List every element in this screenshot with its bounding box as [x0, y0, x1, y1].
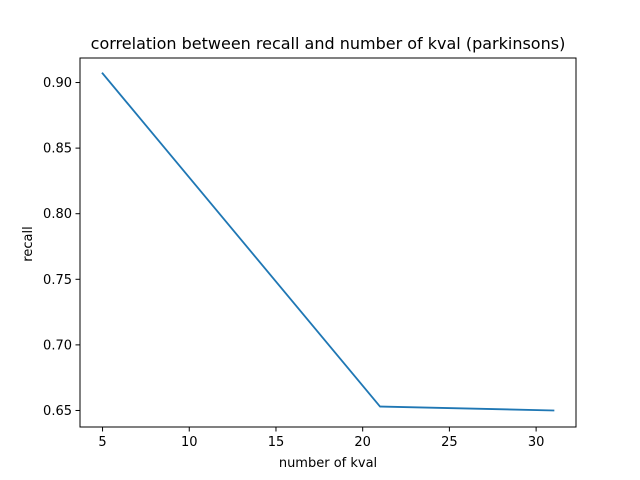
y-tick-label: 0.85 [43, 142, 72, 157]
x-tick-label: 30 [528, 435, 545, 450]
chart-title: correlation between recall and number of… [91, 34, 566, 53]
y-tick-label: 0.65 [43, 404, 72, 419]
axes-frame [79, 57, 577, 428]
x-tick-label: 10 [181, 435, 198, 450]
y-tick-label: 0.80 [43, 207, 72, 222]
y-tick-label: 0.75 [43, 273, 72, 288]
y-axis-label: recall [21, 226, 36, 261]
series-line-0 [101, 72, 555, 412]
y-tick-label: 0.70 [43, 338, 72, 353]
x-tick-label: 25 [441, 435, 458, 450]
x-tick-label: 5 [98, 435, 106, 450]
x-tick-label: 20 [354, 435, 371, 450]
plot-area: 5 10 15 20 25 30 0.65 0.70 0.75 0.80 0.85 0.90 [43, 57, 577, 450]
y-tick-label: 0.90 [43, 76, 72, 91]
x-tick-label: 15 [268, 435, 285, 450]
x-axis-label: number of kval [279, 456, 377, 471]
